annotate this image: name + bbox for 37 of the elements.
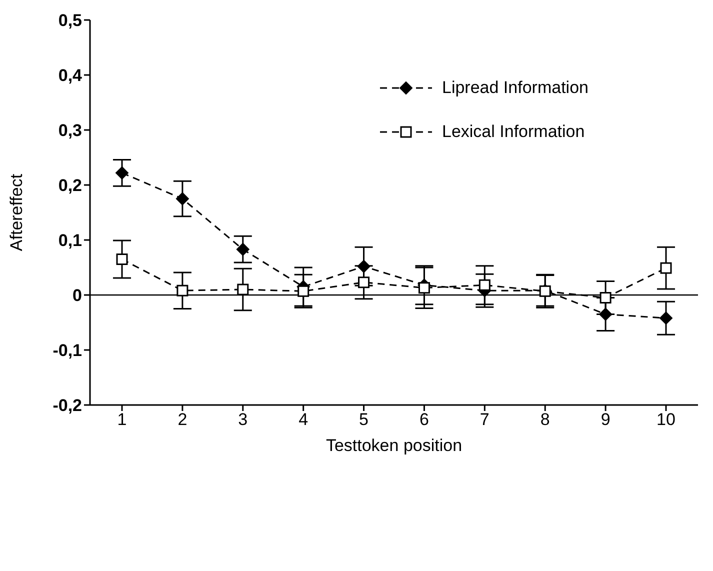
point [176, 192, 189, 206]
point [237, 284, 249, 296]
point [599, 308, 612, 321]
y-tick-label: 0,4 [58, 66, 83, 86]
point [176, 284, 188, 296]
point [600, 292, 612, 304]
x-tick-label: 7 [480, 410, 490, 430]
y-tick-label: 0,3 [58, 121, 82, 140]
point [298, 285, 310, 297]
y-tick-label: 0,5 [58, 11, 82, 30]
legend-label: Lipread Information [442, 78, 588, 98]
legend-label: Lexical Information [442, 122, 585, 142]
x-tick-label: 2 [178, 410, 188, 430]
y-tick-label: -0,1 [52, 341, 82, 360]
point [116, 166, 128, 180]
x-tick-label: 9 [600, 410, 610, 430]
x-tick-label: 10 [656, 410, 676, 430]
point [478, 279, 490, 291]
x-tick-label: 4 [298, 410, 308, 430]
x-axis-title: Testtoken position [326, 436, 462, 455]
point [660, 262, 672, 274]
y-tick-label: 0,2 [58, 176, 82, 196]
x-tick-label: 1 [117, 410, 127, 430]
x-tick-label: 3 [238, 410, 248, 430]
point [236, 242, 250, 256]
point [418, 282, 430, 294]
point [116, 254, 128, 265]
y-tick-label: 0 [72, 286, 82, 306]
point [357, 260, 370, 273]
y-tick-label: -0,2 [52, 396, 82, 416]
point [660, 312, 672, 325]
y-tick-label: 0,1 [58, 231, 82, 250]
x-tick-label: 5 [359, 410, 369, 430]
x-tick-label: 6 [419, 410, 429, 430]
point [358, 276, 370, 288]
x-tick-label: 8 [540, 410, 550, 430]
y-axis-title: Aftereffect [7, 174, 26, 252]
